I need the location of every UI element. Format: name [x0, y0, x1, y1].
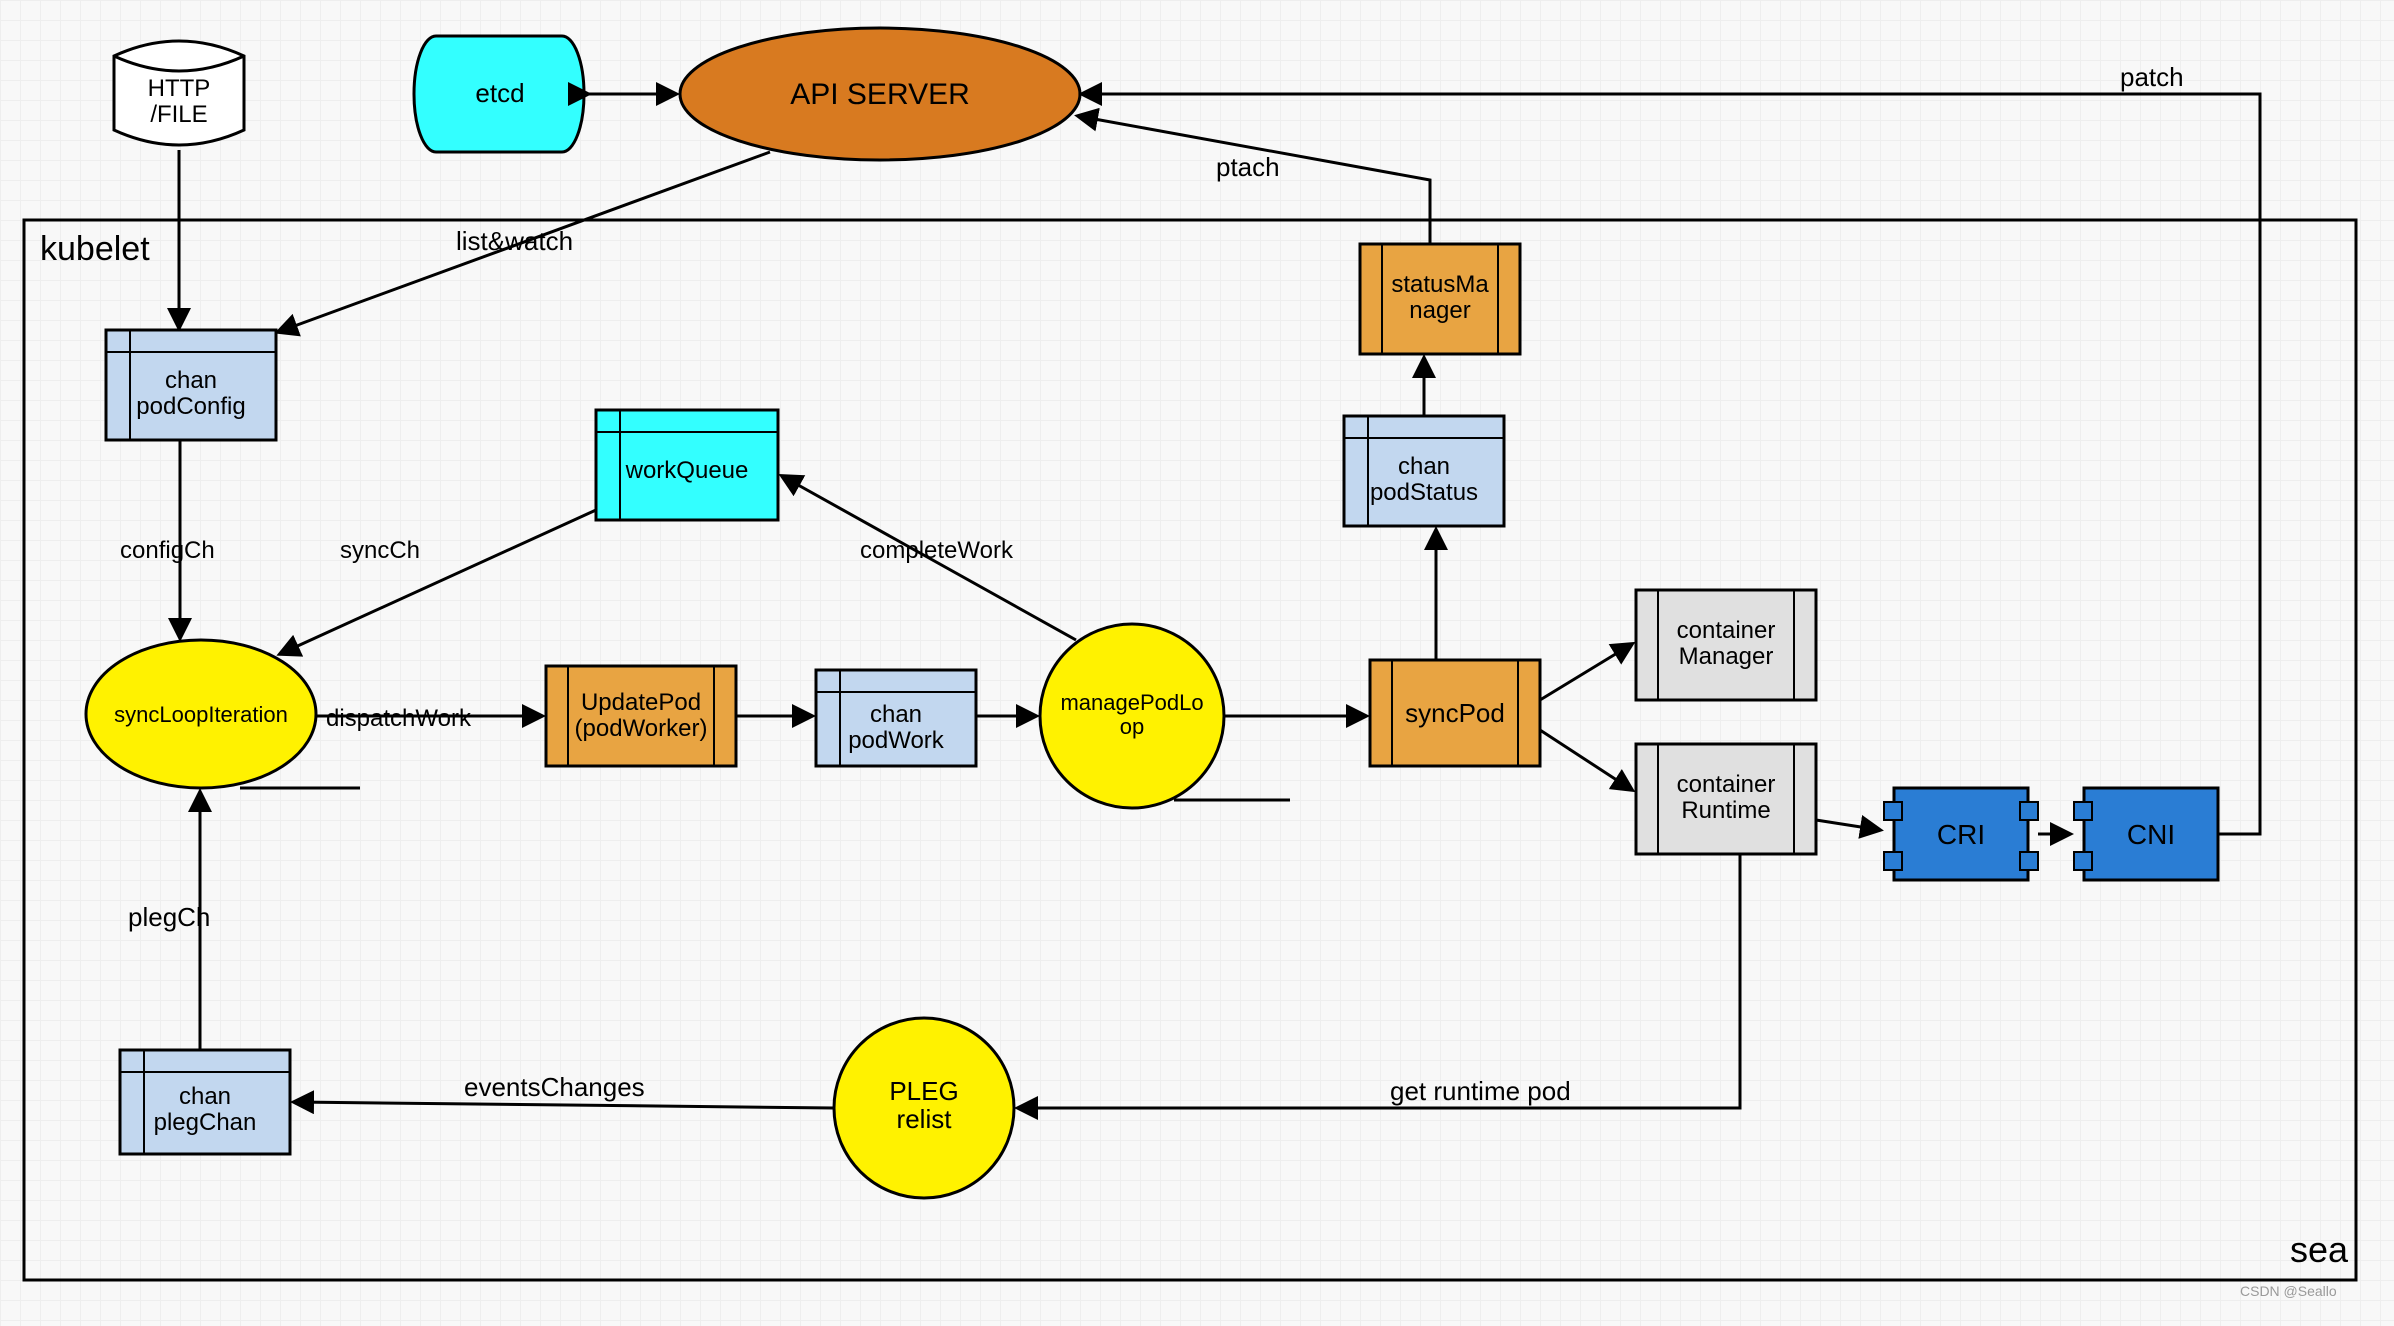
workqueue-label: workQueue — [625, 457, 749, 484]
edge-manage-workqueue-label: completeWork — [860, 537, 1014, 564]
syncpod-node: syncPod — [1370, 660, 1540, 766]
api-server-node: API SERVER — [680, 28, 1080, 160]
updatepod-label: UpdatePod(podWorker) — [575, 689, 708, 742]
workqueue-node: workQueue — [596, 410, 778, 520]
updatepod-node: UpdatePod(podWorker) — [546, 666, 736, 766]
etcd-node: etcd — [414, 36, 584, 152]
chan-podwork-node: chanpodWork — [816, 670, 976, 766]
cri-label: CRI — [1937, 819, 1985, 850]
edge-cni-api — [1082, 94, 2260, 834]
etcd-label: etcd — [475, 78, 524, 108]
chan-plegchan-node: chanplegChan — [120, 1050, 290, 1154]
edge-cr-pleg-label: get runtime pod — [1390, 1076, 1571, 1106]
containerruntime-label: containerRuntime — [1677, 771, 1776, 824]
pleg-relist-label: PLEGrelist — [889, 1076, 958, 1134]
api-server-label: API SERVER — [790, 78, 970, 111]
http-file-label: HTTP/FILE — [148, 75, 211, 128]
edge-cr-cri — [1816, 820, 1880, 830]
edge-cr-pleg — [1018, 854, 1740, 1108]
edge-statusmgr-api-label: ptach — [1216, 152, 1280, 182]
edge-plegchan-sync-label: plegCh — [128, 902, 210, 932]
edge-sync-update-label: dispatchWork — [326, 705, 472, 732]
edge-pleg-plegchan-label: eventsChanges — [464, 1072, 645, 1102]
containermanager-node: containerManager — [1636, 590, 1816, 700]
cni-label: CNI — [2127, 819, 2175, 850]
edge-api-podconfig-label: list&watch — [456, 226, 573, 256]
cri-node: CRI — [1884, 788, 2038, 880]
syncpod-label: syncPod — [1405, 698, 1505, 728]
containerruntime-node: containerRuntime — [1636, 744, 1816, 854]
edge-workqueue-sync — [280, 510, 596, 654]
statusmanager-node: statusManager — [1360, 244, 1520, 354]
footer-watermark: CSDN @Seallo — [2240, 1283, 2337, 1299]
footer-sea: sea — [2290, 1229, 2349, 1270]
edge-workqueue-sync-label: syncCh — [340, 537, 420, 564]
kubelet-label: kubelet — [40, 230, 150, 268]
containermanager-label: containerManager — [1677, 617, 1776, 670]
syncloopiteration-label: syncLoopIteration — [114, 702, 288, 727]
cni-node: CNI — [2074, 788, 2218, 880]
kubelet-architecture-diagram: kubelet HTTP/FILE etcd API SERVER list&w… — [0, 0, 2394, 1326]
chan-podconfig-node: chanpodConfig — [106, 330, 276, 440]
edge-pleg-plegchan — [294, 1102, 834, 1108]
pleg-relist-node: PLEGrelist — [834, 1018, 1014, 1198]
edge-cni-api-label: patch — [2120, 62, 2184, 92]
syncloopiteration-node: syncLoopIteration — [86, 640, 360, 788]
chan-podstatus-node: chanpodStatus — [1344, 416, 1504, 526]
edge-podconfig-sync-label: configCh — [120, 537, 215, 564]
svg-text:HTTP/FILE: HTTP/FILE — [148, 75, 211, 128]
edge-syncpod-cm — [1540, 644, 1632, 700]
edge-syncpod-cr — [1540, 730, 1632, 790]
http-file-node: HTTP/FILE — [114, 41, 244, 145]
